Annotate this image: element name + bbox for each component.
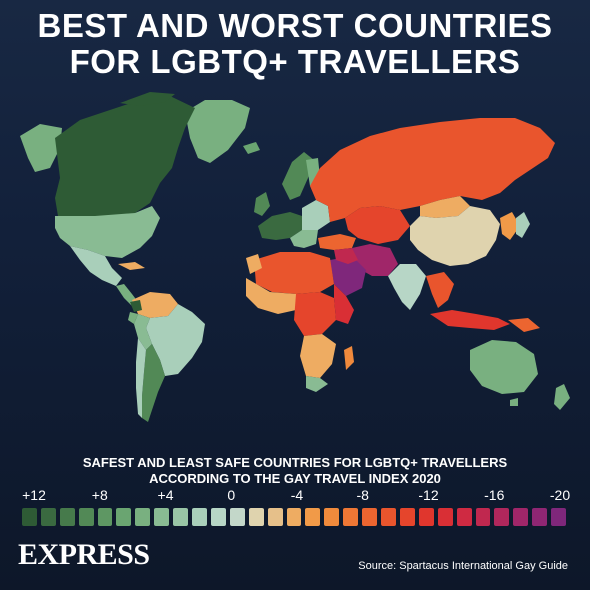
legend-swatch	[475, 508, 491, 526]
india	[388, 264, 426, 310]
legend-label: +12	[22, 487, 46, 503]
north-africa	[254, 252, 334, 294]
alaska	[20, 124, 62, 172]
legend-swatch	[40, 508, 56, 526]
legend-swatch	[267, 508, 283, 526]
canada	[55, 96, 195, 218]
legend-swatch	[437, 508, 453, 526]
legend-label: +8	[91, 487, 108, 503]
ecuador	[128, 312, 138, 324]
legend-swatch	[248, 508, 264, 526]
legend-swatch	[116, 508, 132, 526]
scandinavia	[282, 152, 314, 200]
south-africa	[306, 376, 328, 392]
eastern-europe	[302, 200, 330, 230]
southeast-asia	[426, 272, 454, 308]
brazil	[146, 304, 205, 376]
new-zealand	[554, 384, 570, 410]
legend-swatch	[59, 508, 75, 526]
legend-label: -20	[549, 487, 571, 503]
legend-label: -8	[356, 487, 369, 503]
colombia-venezuela	[132, 292, 178, 318]
legend-color-scale	[0, 508, 590, 528]
tasmania	[510, 398, 518, 406]
central-africa	[294, 292, 336, 336]
china	[410, 206, 500, 266]
west-africa	[246, 278, 296, 314]
legend-swatch	[418, 508, 434, 526]
canada-arctic-islands	[120, 92, 175, 106]
mexico	[70, 246, 122, 286]
balkans-italy	[290, 230, 318, 248]
legend-label: -16	[484, 487, 505, 503]
argentina	[142, 344, 165, 422]
australia	[470, 340, 538, 394]
kazakhstan-central-asia	[345, 206, 410, 244]
legend-swatch	[343, 508, 359, 526]
legend-label: -4	[290, 487, 304, 503]
morocco	[246, 254, 262, 274]
legend-swatch	[456, 508, 472, 526]
legend-swatch	[513, 508, 529, 526]
title-line-1: BEST AND WORST COUNTRIES	[37, 7, 553, 44]
source-credit: Source: Spartacus International Gay Guid…	[358, 560, 568, 572]
legend-label: +4	[157, 487, 174, 503]
legend-subtitle-line-2: ACCORDING TO THE GAY TRAVEL INDEX 2020	[149, 471, 441, 486]
western-europe	[258, 212, 302, 240]
legend-swatch	[173, 508, 189, 526]
peru-bolivia	[134, 314, 152, 350]
legend-swatch	[154, 508, 170, 526]
russia	[310, 118, 555, 222]
madagascar	[344, 346, 354, 370]
page-title: BEST AND WORST COUNTRIES FOR LGBTQ+ TRAV…	[0, 8, 590, 80]
express-logo: EXPRESS	[18, 538, 150, 571]
legend-swatch	[551, 508, 566, 526]
iceland	[243, 142, 260, 154]
legend-swatch	[135, 508, 151, 526]
guianas	[130, 300, 142, 312]
southern-africa	[300, 334, 336, 378]
legend-swatch	[532, 508, 548, 526]
legend-swatch	[324, 508, 340, 526]
cuba	[118, 262, 145, 270]
legend-swatch	[229, 508, 245, 526]
chile	[136, 338, 146, 418]
legend-scale-labels: +12 +8 +4 0 -4 -8 -12 -16 -20	[0, 487, 590, 505]
japan	[516, 212, 530, 238]
papua	[508, 318, 540, 332]
legend-swatch	[381, 508, 396, 526]
world-map	[20, 92, 570, 422]
legend-swatch	[97, 508, 113, 526]
legend-swatch	[286, 508, 302, 526]
iraq-syria	[334, 248, 358, 264]
legend-swatch	[192, 508, 207, 526]
greenland	[185, 100, 250, 163]
uk-ireland	[254, 192, 270, 216]
legend-swatch	[494, 508, 510, 526]
title-line-2: FOR LGBTQ+ TRAVELLERS	[69, 43, 521, 80]
legend-subtitle-line-1: SAFEST AND LEAST SAFE COUNTRIES FOR LGBT…	[82, 455, 508, 470]
legend-label: 0	[227, 487, 236, 503]
usa	[55, 206, 160, 258]
legend-swatch	[78, 508, 94, 526]
saudi-arabia	[330, 256, 366, 296]
legend-label: -12	[418, 487, 439, 503]
turkey	[318, 234, 356, 250]
legend-subtitle: SAFEST AND LEAST SAFE COUNTRIES FOR LGBT…	[0, 455, 590, 487]
legend-swatch	[210, 508, 226, 526]
east-africa	[334, 284, 354, 324]
korea-japan	[500, 212, 520, 240]
legend-swatch	[362, 508, 378, 526]
legend-swatch	[22, 508, 37, 526]
legend-swatch	[305, 508, 321, 526]
legend-swatch	[399, 508, 415, 526]
indonesia	[430, 310, 510, 330]
mongolia	[420, 196, 470, 218]
